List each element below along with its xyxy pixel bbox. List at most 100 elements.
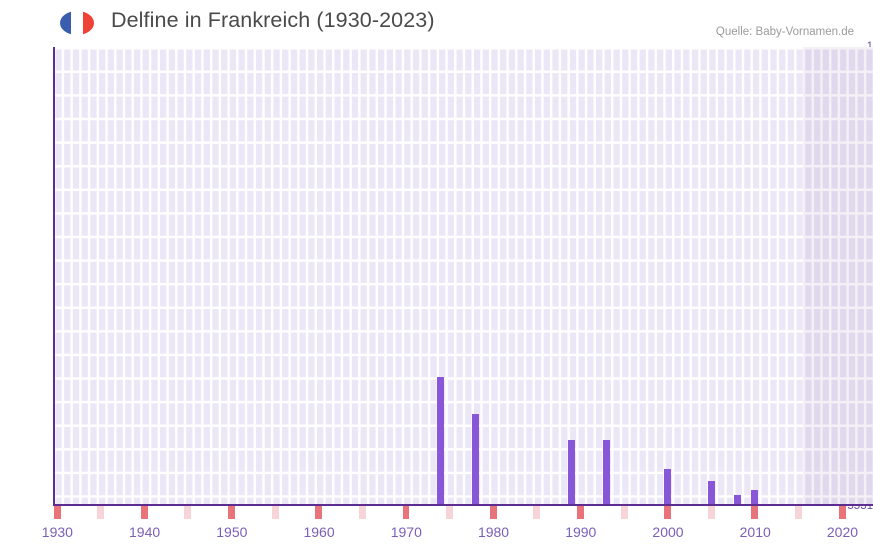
x-tick-mark-1990 [577, 506, 584, 519]
x-tick-mark-1951 [237, 506, 244, 519]
bars-layer [53, 47, 873, 506]
x-tick-mark-1935 [97, 506, 105, 519]
x-tick-mark-2017 [813, 506, 820, 519]
x-tick-mark-1965 [358, 506, 366, 519]
x-tick-mark-1968 [385, 506, 392, 519]
x-tick-mark-1981 [498, 506, 505, 519]
x-tick-mark-1941 [150, 506, 157, 519]
x-tick-mark-2009 [743, 506, 750, 519]
x-tick-mark-2022 [856, 506, 863, 519]
bar-2005[interactable] [707, 481, 715, 506]
bar-2000[interactable] [664, 469, 672, 506]
x-tick-mark-1953 [254, 506, 261, 519]
x-tick-mark-2012 [769, 506, 776, 519]
grid-layer [53, 47, 873, 506]
x-tick-mark-1979 [481, 506, 488, 519]
x-axis-label-1930: 1930 [41, 524, 73, 540]
x-tick-mark-2011 [760, 506, 767, 519]
bar-1974[interactable] [437, 377, 445, 506]
x-tick-mark-1954 [263, 506, 270, 519]
x-tick-mark-1971 [411, 506, 418, 519]
x-tick-mark-1977 [464, 506, 471, 519]
x-tick-mark-1942 [158, 506, 165, 519]
x-tick-mark-1936 [106, 506, 113, 519]
x-tick-mark-1939 [132, 506, 139, 519]
x-tick-mark-1946 [193, 506, 200, 519]
x-tick-mark-2005 [707, 506, 715, 519]
x-tick-mark-1949 [219, 506, 226, 519]
chart-header: Delfine in Frankreich (1930-2023) Quelle… [0, 0, 873, 44]
x-tick-mark-2002 [682, 506, 689, 519]
x-tick-mark-2019 [830, 506, 837, 519]
x-axis-label-1970: 1970 [390, 524, 422, 540]
x-tick-mark-1989 [568, 506, 575, 519]
x-tick-mark-2020 [838, 506, 846, 519]
x-tick-mark-1962 [333, 506, 340, 519]
x-axis-label-1940: 1940 [129, 524, 161, 540]
x-tick-mark-1969 [394, 506, 401, 519]
x-tick-mark-2006 [717, 506, 724, 519]
x-tick-mark-1996 [629, 506, 636, 519]
x-tick-mark-1978 [472, 506, 479, 519]
x-axis-labels: 1930 1940 1950 1960 1970 1980 1990 2000 2010 2020 [42, 524, 873, 544]
x-tick-mark-1930 [53, 506, 61, 519]
x-tick-mark-1945 [184, 506, 192, 519]
x-tick-mark-1963 [341, 506, 348, 519]
y-axis-label: Platz [0, 229, 3, 252]
france-flag-icon [60, 11, 94, 35]
x-axis-label-1990: 1990 [565, 524, 597, 540]
x-tick-mark-2004 [699, 506, 706, 519]
x-tick-mark-1960 [315, 506, 323, 519]
x-axis-label-1950: 1950 [216, 524, 248, 540]
shaded-region [803, 47, 873, 506]
x-tick-mark-2023 [865, 506, 872, 519]
x-tick-mark-1931 [62, 506, 69, 519]
bar-1978[interactable] [472, 413, 480, 506]
flag-stripe-blue [60, 11, 72, 35]
x-tick-mark-2003 [690, 506, 697, 519]
x-axis-line [53, 504, 873, 506]
x-tick-mark-1955 [271, 506, 279, 519]
y-axis-line [53, 47, 55, 506]
x-tick-mark-1986 [542, 506, 549, 519]
x-tick-mark-1974 [437, 506, 444, 519]
bar-2010[interactable] [751, 490, 759, 506]
chart-source: Quelle: Baby-Vornamen.de [715, 26, 854, 38]
x-tick-mark-1964 [350, 506, 357, 519]
x-tick-mark-1958 [298, 506, 305, 519]
bar-1989[interactable] [568, 439, 576, 506]
x-tick-mark-2008 [734, 506, 741, 519]
x-tick-mark-1987 [551, 506, 558, 519]
x-tick-mark-1999 [656, 506, 663, 519]
x-tick-mark-1976 [455, 506, 462, 519]
x-tick-mark-1940 [140, 506, 148, 519]
x-tick-mark-1956 [280, 506, 287, 519]
flag-stripe-white [71, 11, 83, 35]
x-tick-mark-1984 [525, 506, 532, 519]
x-tick-mark-1994 [612, 506, 619, 519]
x-tick-mark-2014 [786, 506, 793, 519]
flag-stripe-red [82, 11, 94, 35]
x-tick-mark-2000 [664, 506, 672, 519]
x-tick-mark-1991 [586, 506, 593, 519]
x-tick-mark-1998 [647, 506, 654, 519]
x-tick-mark-2001 [673, 506, 680, 519]
bar-2008[interactable] [734, 495, 741, 506]
x-tick-mark-2016 [804, 506, 811, 519]
x-tick-mark-1973 [429, 506, 436, 519]
grid-cells [53, 47, 873, 506]
x-tick-mark-1975 [446, 506, 454, 519]
x-tick-mark-1933 [80, 506, 87, 519]
x-tick-mark-1983 [516, 506, 523, 519]
x-axis-label-1960: 1960 [303, 524, 335, 540]
x-tick-mark-1985 [533, 506, 541, 519]
x-tick-mark-1961 [324, 506, 331, 519]
x-tick-mark-1947 [202, 506, 209, 519]
x-tick-mark-2007 [725, 506, 732, 519]
x-tick-mark-1934 [88, 506, 95, 519]
x-tick-mark-2018 [821, 506, 828, 519]
x-tick-mark-1992 [594, 506, 601, 519]
x-tick-mark-1950 [228, 506, 235, 519]
bar-1993[interactable] [603, 439, 611, 506]
